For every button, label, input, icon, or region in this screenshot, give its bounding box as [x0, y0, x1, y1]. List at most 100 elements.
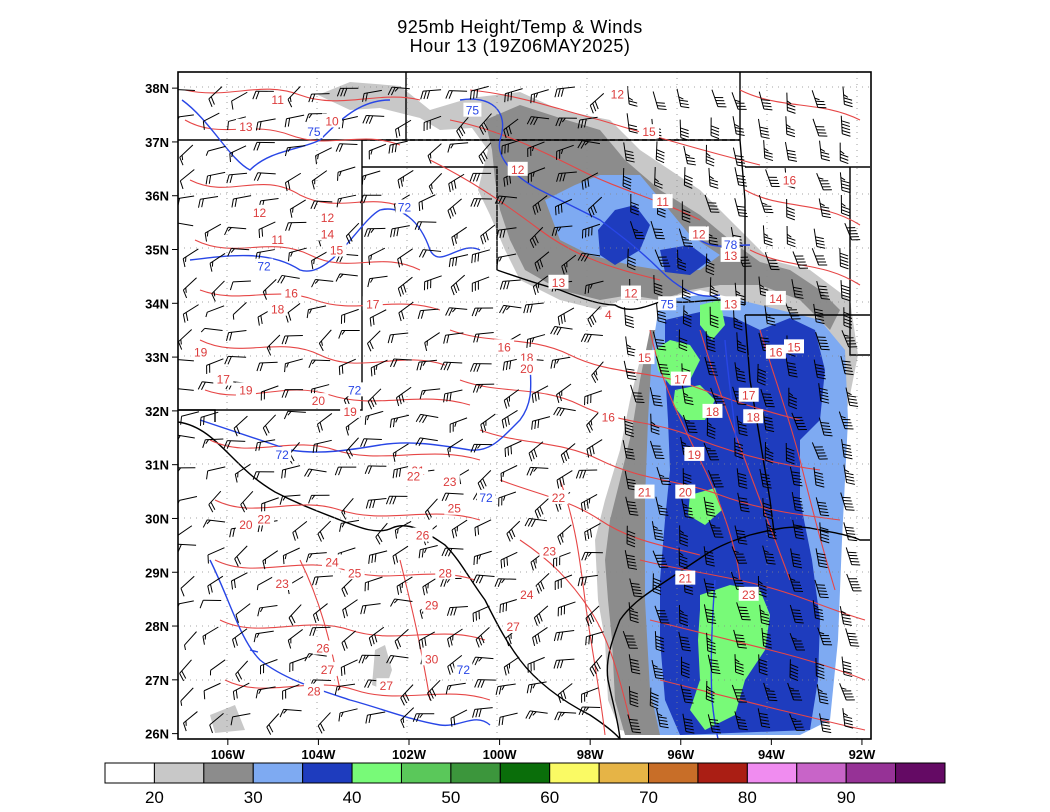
temp-label: 17	[742, 389, 756, 403]
wind-barb-flag	[705, 507, 715, 511]
wind-barb-flag	[651, 427, 660, 432]
wind-barb-flag	[840, 262, 849, 267]
wind-barb-flag	[530, 562, 534, 571]
wind-barb-flag	[498, 256, 503, 262]
temp-contour	[469, 89, 761, 166]
wind-barb-flag	[258, 229, 261, 239]
wind-barb-flag	[451, 257, 455, 267]
wind-barb-flag	[586, 424, 591, 434]
wind-barb-flag	[758, 587, 767, 591]
wind-barb-flag	[375, 364, 378, 371]
chart-title-line2: Hour 13 (19Z06MAY2025)	[409, 36, 631, 56]
wind-barb-flag	[817, 501, 826, 504]
wind-barb-flag	[206, 519, 211, 525]
wind-barb-flag	[471, 254, 473, 264]
wind-barb-flag	[786, 149, 796, 153]
wind-barb-flag	[844, 456, 853, 460]
wind-barb-flag	[736, 533, 746, 536]
wind-barb-flag	[311, 576, 316, 586]
wind-barb-flag	[560, 631, 564, 641]
wind-barb-flag	[314, 279, 319, 284]
wind-barb-flag	[758, 583, 767, 588]
lon-tick-label: 100W	[483, 747, 518, 762]
wind-barb-flag	[213, 291, 216, 297]
wind-barb-flag	[840, 259, 849, 263]
wind-barb-flag	[767, 322, 776, 326]
wind-barb-flag	[628, 124, 637, 128]
wind-barb-flag	[482, 233, 487, 243]
wind-barb-flag	[336, 88, 341, 97]
wind-barb-flag	[794, 296, 804, 299]
wind-barb-flag	[309, 308, 313, 314]
wind-barb-flag	[734, 99, 740, 103]
wind-barb-flag	[759, 712, 768, 716]
wind-barb-flag	[737, 181, 747, 184]
temp-label-bg	[607, 86, 628, 101]
wind-barb-flag	[446, 607, 451, 616]
temp-label: 14	[321, 227, 335, 241]
temp-label: 16	[285, 287, 299, 301]
wind-barb-flag	[539, 506, 544, 515]
wind-barb-flag	[790, 667, 799, 672]
wind-barb-flag	[793, 496, 802, 500]
wind-barb-flag	[537, 508, 542, 517]
height-contour	[459, 98, 721, 297]
wind-barb-flag	[338, 197, 343, 203]
wind-barb-flag	[447, 448, 450, 458]
wind-barb-flag	[533, 617, 538, 626]
wind-barb-flag	[678, 552, 684, 557]
wind-barb-staff	[178, 89, 195, 91]
colorbar-swatch	[648, 762, 699, 784]
wind-barb-flag	[711, 668, 720, 671]
lat-tick-label: 36N	[145, 189, 169, 204]
wind-barb-flag	[679, 529, 685, 534]
wind-barb-flag	[338, 366, 341, 376]
wind-barb-flag	[850, 645, 860, 647]
wind-barb-flag	[309, 627, 313, 637]
shade-green-2	[688, 488, 770, 730]
wind-barb-flag	[395, 468, 398, 478]
wind-barb-flag	[202, 121, 205, 130]
wind-barb-flag	[456, 130, 462, 139]
temp-label-bg	[620, 285, 641, 300]
wind-barb-flag	[706, 267, 715, 273]
wind-barb-flag	[185, 287, 187, 293]
wind-barb-flag	[795, 509, 804, 512]
wind-barb-flag	[844, 472, 854, 476]
height-label: 72	[457, 663, 471, 677]
wind-barb-flag	[656, 149, 665, 154]
wind-barb-staff	[839, 248, 841, 267]
wind-barb-flag	[794, 502, 803, 506]
wind-barb-flag	[473, 556, 475, 566]
wind-barb-flag	[679, 555, 688, 560]
wind-barb-flag	[786, 454, 795, 458]
wind-barb-flag	[315, 443, 318, 453]
wind-barb-flag	[767, 530, 777, 534]
wind-barb-flag	[738, 482, 748, 486]
wind-barb-flag	[706, 692, 715, 697]
wind-barb-flag	[443, 578, 448, 587]
wind-barb-flag	[760, 133, 770, 136]
wind-barb-flag	[287, 640, 292, 649]
wind-barb-flag	[472, 709, 476, 718]
temp-label: 23	[742, 588, 756, 602]
wind-barb-flag	[453, 607, 457, 616]
wind-barb-flag	[767, 562, 776, 565]
wind-barb-flag	[628, 567, 638, 570]
temp-contour	[199, 289, 441, 311]
wind-barb-flag	[505, 602, 508, 612]
wind-barb-flag	[505, 361, 509, 370]
wind-barb-flag	[398, 312, 402, 322]
wind-barb-flag	[684, 399, 694, 402]
temp-label-bg	[784, 339, 804, 354]
wind-barb-flag	[709, 662, 719, 665]
temp-label-bg	[516, 360, 537, 375]
colorbar-label: 80	[738, 788, 757, 807]
wind-barb-flag	[683, 479, 692, 484]
wind-barb-flag	[400, 697, 405, 706]
wind-barb-flag	[683, 242, 693, 244]
wind-barb-staff	[208, 145, 226, 152]
temp-label-bg	[267, 301, 288, 316]
wind-barb-flag	[735, 158, 745, 161]
wind-barb-flag	[200, 328, 206, 333]
